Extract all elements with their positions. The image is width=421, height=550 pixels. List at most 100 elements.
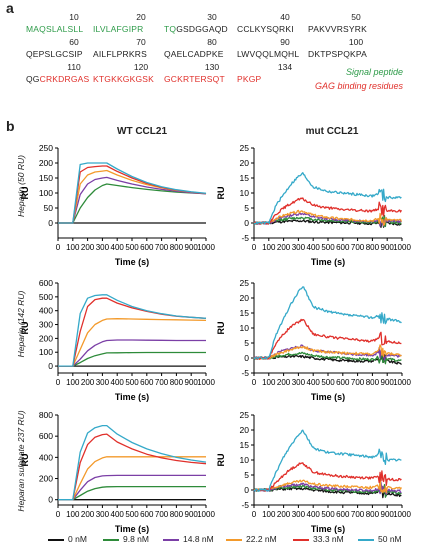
x-tick-label: 0: [252, 243, 257, 252]
x-tick-label: 0: [252, 378, 257, 387]
y-tick-label: 15: [240, 173, 250, 183]
gag-binding-label: GAG binding residues: [314, 81, 403, 91]
x-tick-label: 1000: [197, 510, 215, 519]
sequence-block-text: DKTPSPQKPA: [308, 49, 367, 59]
x-tick-label: 1000: [393, 243, 411, 252]
legend-swatch: [293, 538, 309, 541]
x-tick-label: 900: [381, 510, 395, 519]
sequence-residues: QAELCADPKE: [164, 49, 224, 59]
y-axis-label: RU: [20, 187, 30, 200]
x-tick-label: 600: [336, 510, 350, 519]
legend-swatch: [48, 538, 64, 541]
sequence-residues: CRKDRGAS: [39, 74, 90, 84]
sequence-residues: KTGKKGKGSK: [93, 74, 155, 84]
y-tick-label: 100: [39, 188, 53, 198]
x-tick-label: 600: [140, 243, 154, 252]
x-tick-label: 600: [336, 378, 350, 387]
x-tick-label: 800: [366, 378, 380, 387]
y-tick-label: -5: [241, 500, 249, 510]
y-tick-label: 15: [240, 308, 250, 318]
series-line-14-8-nm: [58, 339, 206, 367]
y-axis-label: RU: [20, 454, 30, 467]
x-tick-label: 500: [125, 243, 139, 252]
sequence-residues: QEPSLGCSIP: [26, 49, 83, 59]
legend-swatch: [358, 538, 374, 541]
y-tick-label: 50: [44, 203, 54, 213]
sequence-block-text: PAKVVRSYRK: [308, 24, 367, 34]
series-line-9-8-nm: [58, 351, 206, 367]
sequence-residues: DKTPSPQKPA: [308, 49, 367, 59]
y-tick-label: 400: [39, 306, 53, 316]
x-tick-label: 100: [262, 378, 276, 387]
y-tick-label: 0: [48, 495, 53, 505]
y-tick-label: 20: [240, 158, 250, 168]
x-axis-label: Time (s): [311, 392, 345, 402]
y-tick-label: 250: [39, 143, 53, 153]
x-tick-label: 1000: [393, 378, 411, 387]
series-line-50-nm: [253, 429, 402, 492]
panel-a-letter: a: [6, 0, 14, 16]
sequence-block-text: GCKRTERSQT: [164, 74, 225, 84]
legend-item: 14.8 nM: [163, 534, 214, 544]
series-line-9-8-nm: [253, 214, 402, 228]
y-tick-label: 200: [39, 158, 53, 168]
sequence-block-text: TQGSDGGAQD: [164, 24, 228, 34]
x-tick-label: 0: [56, 510, 61, 519]
series-line-33-3-nm: [58, 297, 207, 367]
sequence-residues: GCKRTERSQT: [164, 74, 225, 84]
x-tick-label: 700: [351, 243, 365, 252]
series-line-22-2-nm: [58, 318, 207, 367]
x-axis-label: Time (s): [311, 524, 345, 534]
sequence-position-number: 134: [277, 62, 293, 72]
series-line-50-nm: [253, 286, 402, 360]
series-line-9-8-nm: [253, 351, 402, 365]
y-tick-label: 0: [48, 218, 53, 228]
sequence-position-number: 50: [351, 12, 361, 22]
y-tick-label: 400: [39, 452, 53, 462]
series-line-22-2-nm: [253, 478, 402, 494]
legend-label: 0 nM: [68, 534, 87, 544]
column-title-mut: mut CCL21: [305, 126, 359, 137]
sequence-residues: PKGP: [237, 74, 262, 84]
x-axis-label: Time (s): [115, 392, 149, 402]
concentration-legend: 0 nM 9.8 nM 14.8 nM 22.2 nM 33.3 nM 50 nM: [48, 534, 408, 548]
x-tick-label: 600: [336, 243, 350, 252]
sequence-block-text: AILFLPRKRS: [93, 49, 147, 59]
x-tick-label: 400: [111, 378, 125, 387]
sequence-position-number: 40: [280, 12, 290, 22]
y-tick-label: 0: [244, 485, 249, 495]
x-tick-label: 300: [96, 243, 110, 252]
legend-swatch: [103, 538, 119, 541]
x-tick-label: 900: [185, 243, 199, 252]
x-tick-label: 800: [366, 510, 380, 519]
sequence-residues: GSDGGAQD: [176, 24, 228, 34]
column-title-wt: WT CCL21: [117, 126, 167, 137]
signal-peptide-label: Signal peptide: [345, 67, 403, 77]
legend-label: 50 nM: [378, 534, 402, 544]
y-tick-label: -5: [241, 368, 249, 378]
series-line-33-3-nm: [58, 433, 207, 501]
y-tick-label: 200: [39, 333, 53, 343]
y-tick-label: 800: [39, 410, 53, 420]
sequence-residues: LWVQQLMQHL: [237, 49, 300, 59]
series-line-33-3-nm: [253, 197, 402, 225]
x-tick-label: 0: [56, 243, 61, 252]
sequence-block-text: CCLKYSQRKI: [237, 24, 294, 34]
series-line-14-8-nm: [58, 176, 207, 224]
x-tick-label: 700: [351, 510, 365, 519]
x-tick-label: 400: [307, 243, 321, 252]
sequence-position-number: 20: [136, 12, 146, 22]
y-tick-label: 0: [48, 361, 53, 371]
y-tick-label: 150: [39, 173, 53, 183]
x-tick-label: 300: [292, 510, 306, 519]
sequence-position-number: 90: [280, 37, 290, 47]
series-line-33-3-nm: [253, 462, 402, 492]
series-line-50-nm: [58, 424, 207, 501]
sequence-block-text: QAELCADPKE: [164, 49, 224, 59]
x-tick-label: 200: [277, 243, 291, 252]
x-axis-label: Time (s): [115, 257, 149, 267]
x-tick-label: 500: [321, 378, 335, 387]
x-tick-label: 200: [277, 378, 291, 387]
sequence-position-number: 120: [133, 62, 149, 72]
